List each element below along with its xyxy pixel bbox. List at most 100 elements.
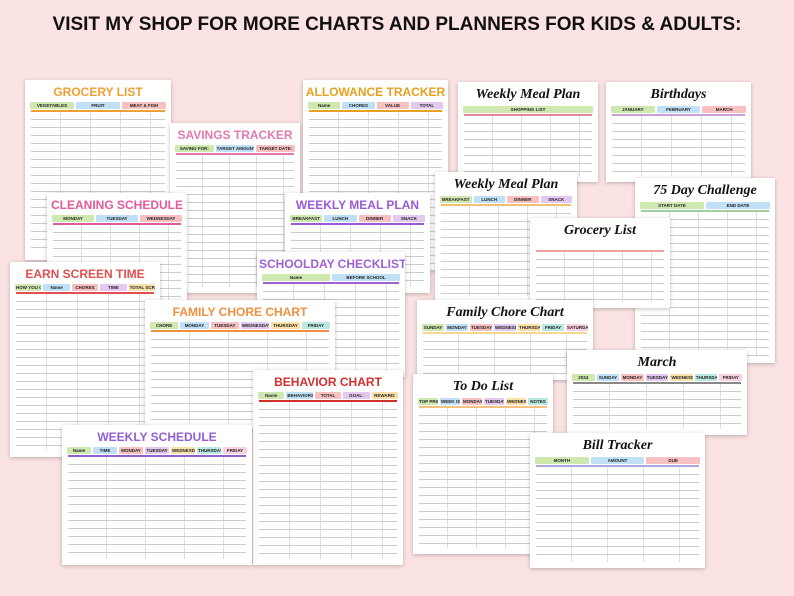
card-title: Bill Tracker: [582, 438, 653, 453]
card-label: BEFORE SCHOOL: [332, 274, 400, 281]
card-labels: BREAKFAST LUNCH DINNER SNACK: [285, 215, 430, 222]
card-label: THURSDAY: [197, 447, 221, 454]
card-grid: [16, 292, 154, 451]
card-label: CHORES: [71, 284, 99, 291]
card-label: TOTAL: [410, 102, 443, 109]
card-label: START DATE: [640, 202, 704, 209]
card-labels: TOP PRIORITIESWEEK OF:MONDAYTUESDAYWEDNE…: [413, 398, 553, 405]
card-label: DUE: [646, 457, 701, 464]
card-label: Name: [258, 392, 285, 399]
card-labels: CHORE MONDAY TUESDAY WEDNESDAY THURSDAY FRIDA…: [145, 322, 335, 329]
card-labels: NameTIMEMONDAYTUESDAYWEDNESDAYTHURSDAYFR…: [62, 447, 252, 454]
card-title: SCHOOLDAY CHECKLIST: [259, 257, 405, 271]
card-label: SUNDAY: [596, 374, 620, 381]
card-label: WEDNESDAY: [494, 324, 516, 331]
planner-card: March 2024SUNDAYMONDAYTUESDAYWEDNESDAYTHU…: [567, 350, 747, 435]
card-label: Name: [67, 447, 91, 454]
card-title: WEEKLY MEAL PLAN: [295, 198, 420, 212]
card-label: MONDAY: [52, 215, 94, 222]
card-label: TUESDAY: [470, 324, 492, 331]
card-label: MONTH: [535, 457, 589, 464]
card-grid: [536, 250, 664, 302]
card-label: WEDNESDAY: [670, 374, 693, 381]
card-labels: SUNDAYMONDAYTUESDAYWEDNESDAYTHURSDAYFRID…: [417, 324, 593, 331]
planner-card: BEHAVIOR CHART Name BEHAVIORS TOTAL GOAL: REW…: [253, 370, 403, 565]
planner-card: Weekly Meal Plan SHOPPING LIST: [458, 82, 598, 182]
card-labels: BREAKFAST LUNCH DINNER SNACK: [435, 196, 577, 203]
card-label: TOP PRIORITIES: [418, 398, 438, 405]
card-label: BEHAVIORS: [286, 392, 313, 399]
card-label: THURSDAY: [518, 324, 540, 331]
card-label: MONDAY: [180, 322, 209, 329]
card-label: TARGET DATE:: [256, 145, 296, 152]
card-title: GROCERY LIST: [53, 85, 143, 99]
card-label: TUESDAY: [96, 215, 138, 222]
card-label: DINNER: [358, 215, 391, 222]
card-title: Grocery List: [564, 223, 636, 238]
card-labels: START DATE END DATE: [635, 202, 775, 209]
card-title: ALLOWANCE TRACKER: [305, 85, 446, 99]
card-grid: [423, 332, 587, 374]
card-labels: MONDAY TUESDAY WEDNESDAY: [47, 215, 187, 222]
card-labels: HOW YOU CANNameCHORESTIMETOTAL SCREEN: [10, 284, 160, 291]
card-label: TUESDAY: [484, 398, 504, 405]
card-label: DINNER: [507, 196, 539, 203]
card-label: TIME: [100, 284, 127, 291]
card-label: TIME: [93, 447, 117, 454]
planner-card: To Do List TOP PRIORITIESWEEK OF:MONDAYTU…: [413, 374, 553, 554]
card-title: Weekly Meal Plan: [475, 87, 581, 102]
card-labels: 2024SUNDAYMONDAYTUESDAYWEDNESDAYTHURSDAY…: [567, 374, 747, 381]
card-labels: SAVING FOR: TARGET AMOUNT: TARGET DATE:: [170, 145, 300, 152]
planner-card: Family Chore Chart SUNDAY MONDAY TUESDAY WED…: [417, 300, 593, 380]
card-label: TOTAL SCREEN: [128, 284, 156, 291]
card-label: TOTAL: [314, 392, 342, 399]
card-label: WEDNESDAY: [240, 322, 270, 329]
card-label: FRIDAY: [719, 374, 743, 381]
card-title: EARN SCREEN TIME: [25, 267, 145, 281]
card-label: BREAKFAST: [290, 215, 323, 222]
card-label: VEGETABLES: [30, 102, 74, 109]
card-labels: JANUARY FEBRUARY MARCH: [606, 106, 751, 113]
card-title: 75 Day Challenge: [653, 183, 757, 198]
card-label: END DATE: [706, 202, 770, 209]
card-label: MONDAY: [621, 374, 644, 381]
card-label: VALUE: [376, 102, 409, 109]
card-title: WEEKLY SCHEDULE: [97, 430, 217, 444]
card-label: Name: [308, 102, 341, 109]
planner-card: Bill Tracker MONTH AMOUNT DUE: [530, 433, 705, 568]
card-label: MONDAY: [446, 324, 468, 331]
card-labels: Name CHORES VALUE TOTAL: [303, 102, 448, 109]
card-label: MARCH: [702, 106, 747, 113]
card-grid: [68, 455, 246, 559]
card-label: Name: [43, 284, 70, 291]
planner-card: WEEKLY SCHEDULE Name TIME MONDAY TUESDAY WEDN…: [62, 425, 252, 565]
card-label: THURSDAY: [271, 322, 300, 329]
card-label: WEEK OF:: [440, 398, 460, 405]
card-label: MONDAY: [462, 398, 482, 405]
card-title: Weekly Meal Plan: [453, 177, 559, 192]
card-label: REWARD:: [371, 392, 399, 399]
card-label: MONDAY: [119, 447, 143, 454]
card-label: BREAKFAST: [440, 196, 472, 203]
card-label: SNACK: [392, 215, 425, 222]
card-grid: [259, 400, 397, 559]
card-grid: [536, 465, 699, 562]
card-grid: [573, 382, 741, 429]
card-label: SAVING FOR:: [175, 145, 214, 152]
card-label: MEAT & FISH: [122, 102, 166, 109]
card-title: CLEANING SCHEDULE: [50, 198, 183, 212]
card-label: 2024: [572, 374, 595, 381]
card-title: March: [637, 355, 677, 370]
card-labels: Name BEHAVIORS TOTAL GOAL: REWARD:: [253, 392, 403, 399]
card-label: NOTES: [528, 398, 548, 405]
card-label: SATURDAY: [566, 324, 588, 331]
card-label: Name: [262, 274, 330, 281]
card-title: To Do List: [452, 379, 514, 394]
card-label: TUESDAY: [145, 447, 169, 454]
card-label: FEBRUARY: [656, 106, 701, 113]
card-title: BEHAVIOR CHART: [274, 375, 382, 389]
card-label: SUNDAY: [422, 324, 444, 331]
card-label: TUESDAY: [210, 322, 239, 329]
card-title: Birthdays: [650, 87, 707, 102]
